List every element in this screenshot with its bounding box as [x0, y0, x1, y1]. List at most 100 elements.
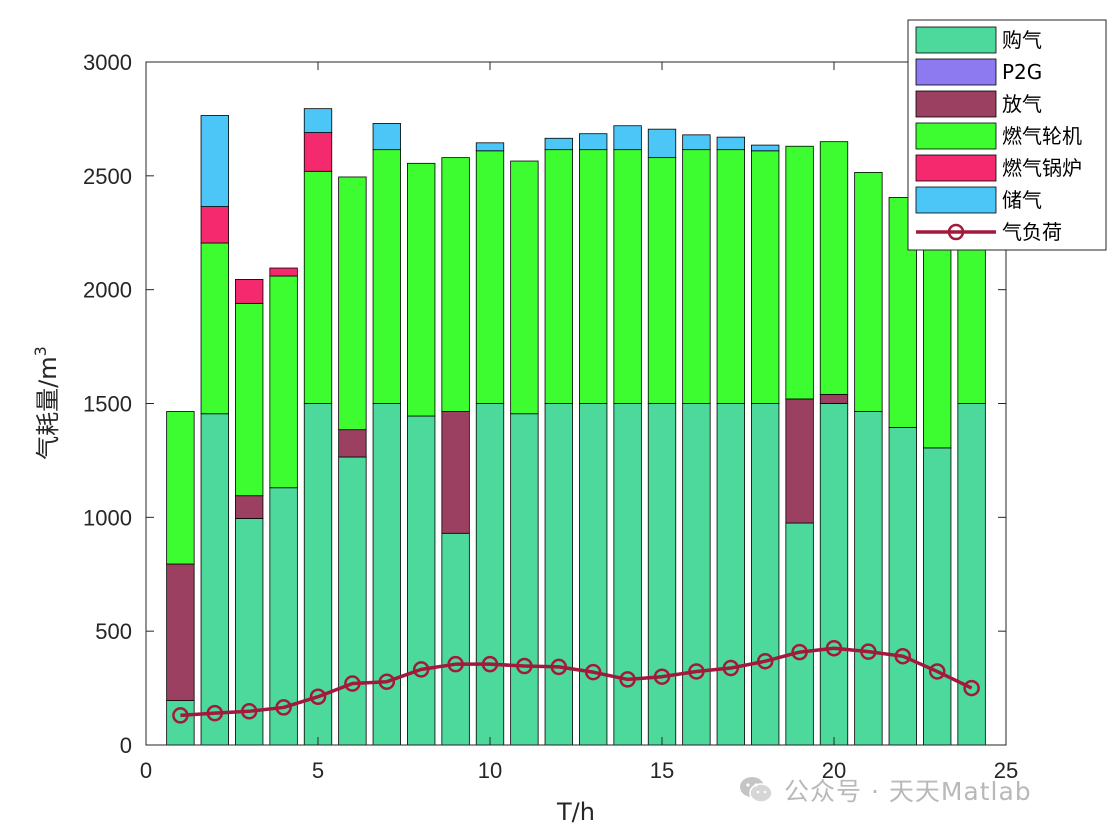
legend-label-2: P2G	[1002, 60, 1042, 84]
bar-segment-1-t16	[682, 403, 711, 746]
load-point-t12	[550, 658, 568, 676]
x-tick-label-15: 15	[650, 758, 674, 783]
legend-label-4: 燃气轮机	[1002, 124, 1082, 148]
watermark-text: 公众号 · 天天Matlab	[784, 777, 1032, 806]
bar-segment-5-t2	[200, 206, 229, 244]
x-tick-label-10: 10	[478, 758, 502, 783]
bar-segment-6-t2	[200, 115, 229, 207]
bar-segment-1-t7	[372, 403, 401, 746]
bar-segment-6-t10	[475, 142, 505, 152]
load-point-t24	[963, 679, 980, 697]
load-point-t16	[688, 663, 705, 680]
legend-swatch-marker	[947, 223, 965, 241]
load-line-layer	[172, 639, 980, 724]
y-tick-label-500: 500	[95, 619, 132, 644]
bar-segment-4-t2	[200, 242, 229, 415]
bar-segment-1-t24	[957, 403, 986, 746]
bar-segment-1-t15	[647, 403, 677, 746]
bar-segment-4-t20	[819, 141, 849, 395]
bar-segment-6-t12	[544, 137, 573, 151]
legend-label-5: 燃气锅炉	[1002, 156, 1082, 180]
ticks-layer: 0 5 10 15 20 25 0 500 1000 1500 2000 2500 3000	[83, 50, 1018, 783]
load-point-t6	[344, 675, 361, 692]
bar-segment-5-t4	[269, 267, 298, 277]
bar-segment-5-t5	[303, 132, 333, 172]
bar-segment-1-t21	[854, 411, 883, 746]
y-axis-label: 气耗量/m3	[31, 346, 62, 460]
load-point-t10	[481, 655, 499, 673]
bar-segment-3-t6	[338, 429, 367, 458]
load-point-t7	[378, 673, 396, 690]
load-point-t19	[791, 643, 808, 661]
bar-segment-1-t8	[407, 415, 436, 746]
bar-segment-4-t7	[372, 149, 401, 404]
bar-segment-1-t9	[441, 532, 470, 746]
bar-segment-1-t13	[579, 403, 608, 746]
load-point-t21	[860, 643, 877, 660]
legend-swatch-2	[915, 58, 997, 86]
bar-segment-6-t7	[372, 123, 401, 151]
load-point-t4	[275, 699, 292, 716]
bar-segment-1-t2	[200, 413, 229, 746]
bar-segment-1-t3	[235, 518, 264, 746]
bar-segment-3-t20	[819, 393, 849, 404]
watermark: 公众号 · 天天Matlab	[738, 770, 1032, 810]
bar-segment-4-t11	[510, 160, 539, 415]
bar-segment-4-t18	[751, 150, 780, 404]
y-tick-label-2500: 2500	[83, 164, 132, 189]
bar-segment-6-t13	[579, 133, 608, 151]
y-tick-label-1000: 1000	[83, 505, 132, 530]
legend-label-6: 储气	[1002, 188, 1042, 212]
bar-segment-4-t24	[957, 234, 986, 404]
x-tick-label-25: 25	[994, 758, 1018, 783]
legend-label-1: 购气	[1002, 28, 1042, 52]
bar-segment-4-t17	[716, 149, 745, 404]
bar-segment-4-t15	[647, 157, 677, 404]
bar-segment-4-t12	[544, 149, 573, 404]
bar-segment-4-t1	[166, 411, 195, 565]
load-point-t8	[412, 661, 430, 678]
bar-segment-1-t18	[751, 403, 780, 746]
legend-swatch-6	[915, 186, 997, 214]
legend-label-7: 气负荷	[1002, 220, 1062, 244]
bar-segment-1-t12	[544, 403, 573, 746]
y-tick-label-2000: 2000	[83, 278, 132, 303]
legend-swatch-1	[915, 26, 997, 54]
bar-segment-6-t16	[682, 134, 711, 151]
bar-segment-1-t19	[785, 522, 814, 746]
bar-segment-3-t1	[166, 563, 195, 702]
bar-segment-1-t17	[716, 403, 745, 746]
y-tick-label-0: 0	[120, 733, 132, 758]
bar-segment-1-t6	[338, 456, 367, 746]
bar-segment-1-t22	[888, 426, 917, 746]
load-point-t2	[206, 704, 224, 722]
bar-segment-1-t11	[510, 413, 539, 746]
bar-segment-4-t8	[407, 162, 436, 417]
bar-segment-4-t14	[613, 149, 642, 404]
legend-label-3: 放气	[1002, 92, 1042, 116]
bar-segment-1-t10	[475, 403, 505, 746]
bar-segment-4-t19	[785, 145, 814, 400]
bar-segment-4-t6	[338, 176, 367, 431]
load-point-t9	[447, 655, 464, 673]
x-axis-label: T/h	[556, 798, 595, 826]
bar-segment-4-t21	[854, 172, 883, 412]
load-point-t13	[584, 663, 602, 681]
bar-segment-6-t5	[303, 108, 333, 133]
bar-segment-4-t3	[235, 302, 264, 497]
y-axis-label-text: 气耗量/m	[34, 356, 62, 459]
legend-swatch-3	[915, 90, 997, 118]
bars-layer	[166, 108, 986, 746]
load-point-t15	[653, 668, 671, 685]
bar-segment-4-t5	[303, 170, 333, 404]
bar-segment-1-t5	[303, 403, 333, 746]
x-tick-label-0: 0	[140, 758, 152, 783]
load-point-t14	[619, 671, 636, 688]
load-point-t3	[240, 703, 258, 720]
bar-segment-4-t9	[441, 157, 470, 412]
load-point-t1	[172, 707, 189, 724]
bar-segment-1-t20	[819, 403, 849, 746]
legend-swatch-5	[915, 154, 997, 182]
